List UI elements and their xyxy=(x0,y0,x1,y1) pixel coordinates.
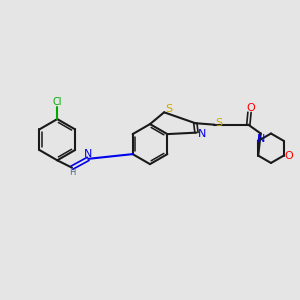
Text: N: N xyxy=(198,129,207,139)
Text: O: O xyxy=(284,151,293,160)
Text: N: N xyxy=(84,149,92,159)
Text: S: S xyxy=(165,104,172,114)
Text: N: N xyxy=(256,134,265,143)
Text: O: O xyxy=(246,103,255,113)
Text: S: S xyxy=(215,118,222,128)
Text: H: H xyxy=(69,168,75,177)
Text: Cl: Cl xyxy=(52,97,62,107)
